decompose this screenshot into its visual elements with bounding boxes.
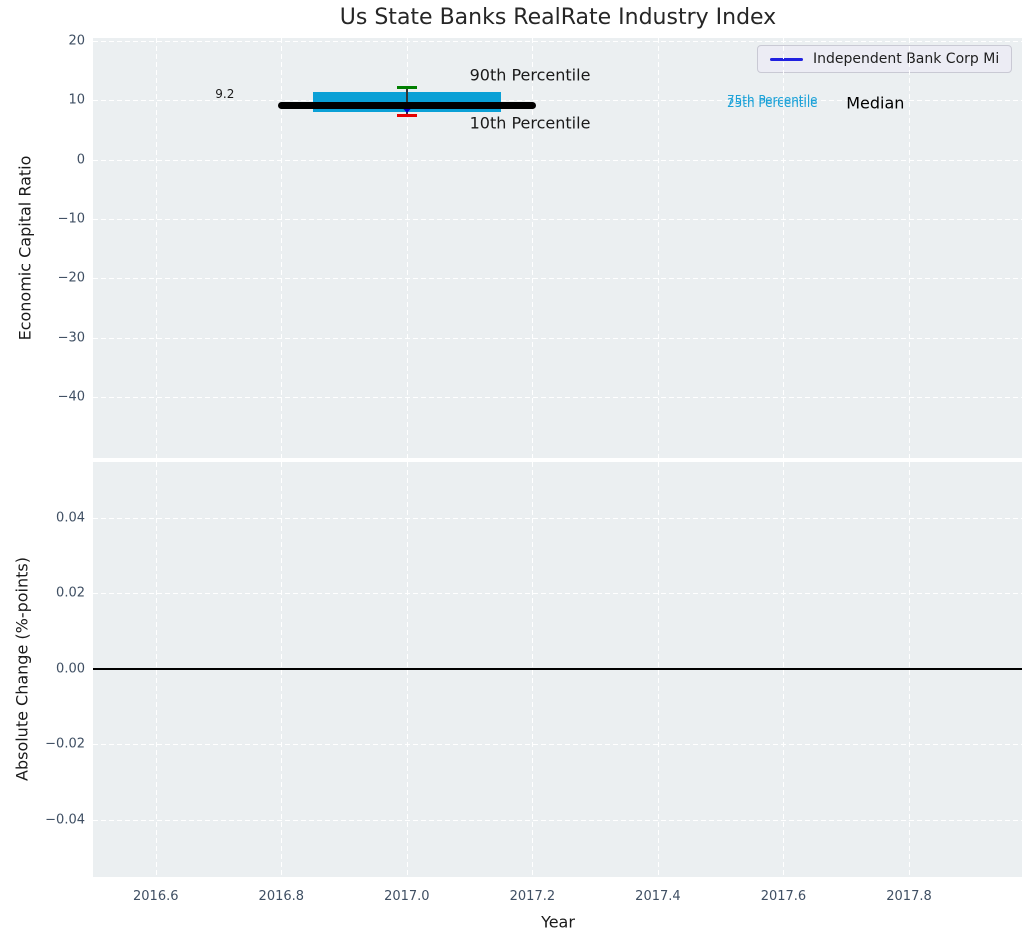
legend: Independent Bank Corp Mi xyxy=(757,45,1013,73)
annotation-25th-percentile: 25th Percentile xyxy=(726,95,818,110)
company-marker xyxy=(398,104,415,114)
chart-title: Us State Banks RealRate Industry Index xyxy=(339,5,777,30)
y-tick-label: 10 xyxy=(68,92,85,108)
x-tick-label: 2017.0 xyxy=(384,889,430,904)
y-axis-label-top: Economic Capital Ratio xyxy=(15,155,35,341)
y-tick-label: −30 xyxy=(57,330,85,346)
p90-cap xyxy=(396,85,417,89)
y-tick-label: 0 xyxy=(76,152,85,168)
y-tick-label: 20 xyxy=(68,33,85,49)
median-line xyxy=(277,101,536,109)
y-tick-label: −10 xyxy=(57,211,85,227)
x-tick-label: 2016.8 xyxy=(258,889,305,904)
y-tick-label: 0.04 xyxy=(56,510,85,526)
y-tick-label: −20 xyxy=(57,270,85,286)
whisker-line xyxy=(406,87,408,116)
p10-cap xyxy=(396,113,417,117)
y-tick-label: 0.02 xyxy=(56,585,85,601)
y-tick-label: −40 xyxy=(57,389,85,405)
annotation-9-2: 9.2 xyxy=(215,86,235,101)
y-tick-label: 0.00 xyxy=(56,661,85,677)
x-axis-label: Year xyxy=(541,912,575,932)
x-tick-label: 2017.6 xyxy=(760,889,807,904)
x-tick-label: 2017.2 xyxy=(509,889,556,904)
y-axis-label-bottom: Absolute Change (%-points) xyxy=(12,557,32,781)
annotation-median: Median xyxy=(846,93,905,113)
annotation-90th-percentile: 90th Percentile xyxy=(469,65,591,85)
y-tick-label: −0.04 xyxy=(45,812,85,828)
x-tick-label: 2017.8 xyxy=(886,889,932,904)
annotation-75th-percentile: 75th Percentile xyxy=(726,93,818,108)
legend-label: Independent Bank Corp Mi xyxy=(813,51,1000,67)
legend-line-sample xyxy=(770,57,803,61)
annotation-10th-percentile: 10th Percentile xyxy=(469,113,591,133)
y-tick-label: −0.02 xyxy=(45,736,85,752)
zero-line xyxy=(93,667,1022,670)
top-panel xyxy=(93,38,1022,458)
x-tick-label: 2017.4 xyxy=(635,889,681,904)
x-tick-label: 2016.6 xyxy=(133,889,179,904)
